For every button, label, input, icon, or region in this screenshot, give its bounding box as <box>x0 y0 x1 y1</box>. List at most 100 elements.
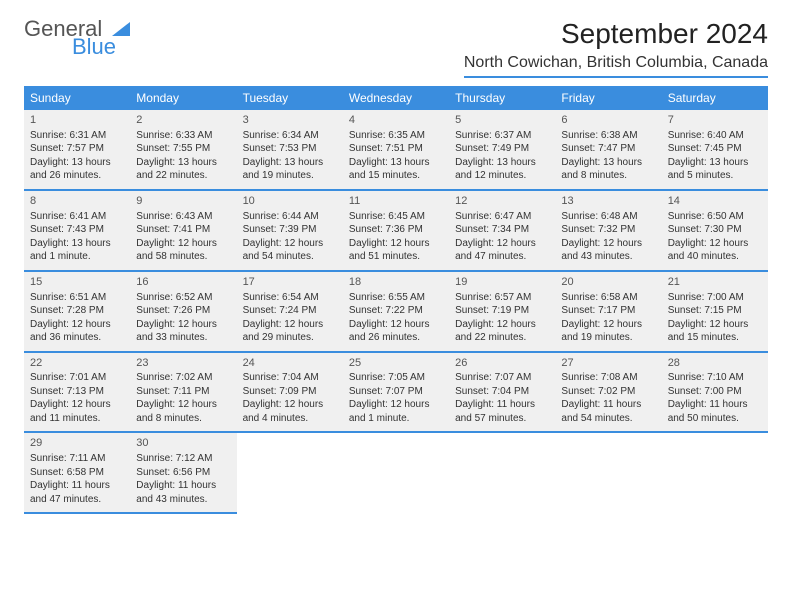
daylight-line: Daylight: 11 hours and 54 minutes. <box>561 398 655 425</box>
sunrise-line: Sunrise: 6:57 AM <box>455 291 549 305</box>
day-number: 23 <box>136 356 230 371</box>
weekday-header: Tuesday <box>237 86 343 110</box>
sunset-line: Sunset: 7:36 PM <box>349 223 443 237</box>
header: General Blue September 2024 North Cowich… <box>24 18 768 78</box>
sunset-line: Sunset: 7:26 PM <box>136 304 230 318</box>
sunrise-line: Sunrise: 6:44 AM <box>243 210 337 224</box>
day-number: 25 <box>349 356 443 371</box>
sunrise-line: Sunrise: 6:50 AM <box>668 210 762 224</box>
sunrise-line: Sunrise: 6:58 AM <box>561 291 655 305</box>
weekday-header: Wednesday <box>343 86 449 110</box>
day-number: 2 <box>136 113 230 128</box>
sunset-line: Sunset: 7:47 PM <box>561 142 655 156</box>
daylight-line: Daylight: 12 hours and 8 minutes. <box>136 398 230 425</box>
day-number: 29 <box>30 436 124 451</box>
sunset-line: Sunset: 7:24 PM <box>243 304 337 318</box>
sunset-line: Sunset: 7:51 PM <box>349 142 443 156</box>
daylight-line: Daylight: 13 hours and 5 minutes. <box>668 156 762 183</box>
sunrise-line: Sunrise: 6:35 AM <box>349 129 443 143</box>
sunset-line: Sunset: 7:22 PM <box>349 304 443 318</box>
day-number: 15 <box>30 275 124 290</box>
daylight-line: Daylight: 12 hours and 29 minutes. <box>243 318 337 345</box>
day-number: 8 <box>30 194 124 209</box>
brand-blue: Blue <box>72 36 130 58</box>
calendar-cell: 26Sunrise: 7:07 AMSunset: 7:04 PMDayligh… <box>449 352 555 433</box>
calendar-cell <box>555 432 661 513</box>
calendar-table: SundayMondayTuesdayWednesdayThursdayFrid… <box>24 86 768 514</box>
calendar-cell: 30Sunrise: 7:12 AMSunset: 6:56 PMDayligh… <box>130 432 236 513</box>
sunrise-line: Sunrise: 7:00 AM <box>668 291 762 305</box>
calendar-cell: 29Sunrise: 7:11 AMSunset: 6:58 PMDayligh… <box>24 432 130 513</box>
calendar-cell: 25Sunrise: 7:05 AMSunset: 7:07 PMDayligh… <box>343 352 449 433</box>
calendar-row: 8Sunrise: 6:41 AMSunset: 7:43 PMDaylight… <box>24 190 768 271</box>
sunset-line: Sunset: 7:09 PM <box>243 385 337 399</box>
calendar-cell: 16Sunrise: 6:52 AMSunset: 7:26 PMDayligh… <box>130 271 236 352</box>
calendar-row: 29Sunrise: 7:11 AMSunset: 6:58 PMDayligh… <box>24 432 768 513</box>
sunset-line: Sunset: 7:34 PM <box>455 223 549 237</box>
day-number: 17 <box>243 275 337 290</box>
calendar-cell: 23Sunrise: 7:02 AMSunset: 7:11 PMDayligh… <box>130 352 236 433</box>
day-number: 16 <box>136 275 230 290</box>
calendar-row: 15Sunrise: 6:51 AMSunset: 7:28 PMDayligh… <box>24 271 768 352</box>
sunset-line: Sunset: 6:56 PM <box>136 466 230 480</box>
sunrise-line: Sunrise: 6:55 AM <box>349 291 443 305</box>
daylight-line: Daylight: 13 hours and 8 minutes. <box>561 156 655 183</box>
sunrise-line: Sunrise: 7:11 AM <box>30 452 124 466</box>
daylight-line: Daylight: 12 hours and 36 minutes. <box>30 318 124 345</box>
sunrise-line: Sunrise: 7:04 AM <box>243 371 337 385</box>
day-number: 24 <box>243 356 337 371</box>
day-number: 19 <box>455 275 549 290</box>
calendar-cell: 21Sunrise: 7:00 AMSunset: 7:15 PMDayligh… <box>662 271 768 352</box>
calendar-row: 22Sunrise: 7:01 AMSunset: 7:13 PMDayligh… <box>24 352 768 433</box>
daylight-line: Daylight: 12 hours and 26 minutes. <box>349 318 443 345</box>
daylight-line: Daylight: 12 hours and 15 minutes. <box>668 318 762 345</box>
sunrise-line: Sunrise: 6:37 AM <box>455 129 549 143</box>
daylight-line: Daylight: 12 hours and 4 minutes. <box>243 398 337 425</box>
calendar-cell: 2Sunrise: 6:33 AMSunset: 7:55 PMDaylight… <box>130 110 236 190</box>
daylight-line: Daylight: 12 hours and 19 minutes. <box>561 318 655 345</box>
daylight-line: Daylight: 11 hours and 50 minutes. <box>668 398 762 425</box>
daylight-line: Daylight: 12 hours and 1 minute. <box>349 398 443 425</box>
daylight-line: Daylight: 12 hours and 22 minutes. <box>455 318 549 345</box>
daylight-line: Daylight: 13 hours and 26 minutes. <box>30 156 124 183</box>
day-number: 6 <box>561 113 655 128</box>
day-number: 14 <box>668 194 762 209</box>
title-block: September 2024 North Cowichan, British C… <box>464 18 768 78</box>
sunset-line: Sunset: 7:57 PM <box>30 142 124 156</box>
sunrise-line: Sunrise: 7:01 AM <box>30 371 124 385</box>
calendar-cell: 15Sunrise: 6:51 AMSunset: 7:28 PMDayligh… <box>24 271 130 352</box>
day-number: 12 <box>455 194 549 209</box>
calendar-cell <box>449 432 555 513</box>
calendar-cell: 13Sunrise: 6:48 AMSunset: 7:32 PMDayligh… <box>555 190 661 271</box>
day-number: 3 <box>243 113 337 128</box>
day-number: 27 <box>561 356 655 371</box>
calendar-cell: 6Sunrise: 6:38 AMSunset: 7:47 PMDaylight… <box>555 110 661 190</box>
sunrise-line: Sunrise: 6:51 AM <box>30 291 124 305</box>
calendar-cell <box>237 432 343 513</box>
daylight-line: Daylight: 12 hours and 58 minutes. <box>136 237 230 264</box>
sunrise-line: Sunrise: 7:07 AM <box>455 371 549 385</box>
calendar-cell: 22Sunrise: 7:01 AMSunset: 7:13 PMDayligh… <box>24 352 130 433</box>
day-number: 7 <box>668 113 762 128</box>
calendar-row: 1Sunrise: 6:31 AMSunset: 7:57 PMDaylight… <box>24 110 768 190</box>
weekday-header: Sunday <box>24 86 130 110</box>
sunrise-line: Sunrise: 6:33 AM <box>136 129 230 143</box>
sunset-line: Sunset: 7:02 PM <box>561 385 655 399</box>
day-number: 30 <box>136 436 230 451</box>
weekday-header: Friday <box>555 86 661 110</box>
calendar-cell: 9Sunrise: 6:43 AMSunset: 7:41 PMDaylight… <box>130 190 236 271</box>
daylight-line: Daylight: 11 hours and 47 minutes. <box>30 479 124 506</box>
sunrise-line: Sunrise: 6:43 AM <box>136 210 230 224</box>
calendar-cell: 14Sunrise: 6:50 AMSunset: 7:30 PMDayligh… <box>662 190 768 271</box>
sunrise-line: Sunrise: 6:40 AM <box>668 129 762 143</box>
sunset-line: Sunset: 7:39 PM <box>243 223 337 237</box>
location: North Cowichan, British Columbia, Canada <box>464 54 768 78</box>
calendar-cell: 24Sunrise: 7:04 AMSunset: 7:09 PMDayligh… <box>237 352 343 433</box>
sunset-line: Sunset: 7:07 PM <box>349 385 443 399</box>
sunset-line: Sunset: 7:49 PM <box>455 142 549 156</box>
sunset-line: Sunset: 7:28 PM <box>30 304 124 318</box>
day-number: 11 <box>349 194 443 209</box>
calendar-cell: 27Sunrise: 7:08 AMSunset: 7:02 PMDayligh… <box>555 352 661 433</box>
calendar-cell: 3Sunrise: 6:34 AMSunset: 7:53 PMDaylight… <box>237 110 343 190</box>
weekday-header: Saturday <box>662 86 768 110</box>
